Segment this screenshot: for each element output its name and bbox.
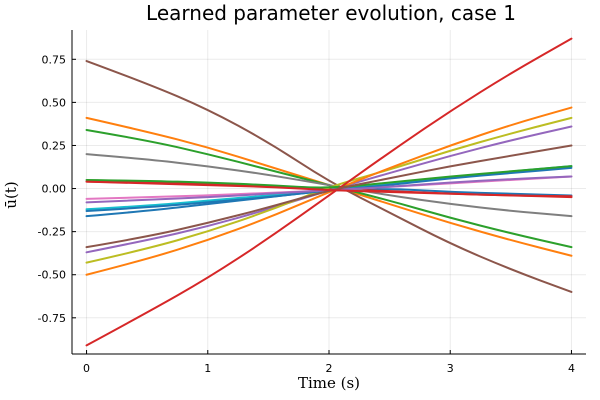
series-line-17 [85, 180, 573, 198]
series-line-14 [85, 37, 573, 347]
x-tick-label: 4 [568, 362, 575, 375]
series-line-13 [85, 165, 573, 189]
y-tick-label: -0.50 [38, 269, 66, 282]
y-tick-label: 0.75 [42, 53, 67, 66]
x-tick-label: 1 [204, 362, 211, 375]
tick-labels: 0 1 2 3 4 -0.75 -0.50 -0.25 0.00 0.25 0.50 0.75 [38, 53, 575, 375]
series-line-16 [85, 144, 573, 249]
series-lines [85, 37, 573, 347]
chart-title: Learned parameter evolution, case 1 [146, 1, 516, 25]
x-tick-label: 0 [83, 362, 90, 375]
x-axis-label: Time (s) [298, 374, 360, 392]
x-tick-label: 3 [447, 362, 454, 375]
y-tick-label: -0.25 [38, 226, 66, 239]
series-line-6 [85, 60, 573, 293]
y-axis-label: ū(t) [2, 181, 20, 208]
x-tick-label: 2 [326, 362, 333, 375]
y-tick-label: 0.50 [42, 96, 67, 109]
y-tick-label: 0.00 [42, 183, 67, 196]
axes [71, 30, 586, 355]
y-tick-label: 0.25 [42, 139, 67, 152]
series-line-8 [85, 153, 573, 218]
y-tick-label: -0.75 [38, 312, 66, 325]
series-line-12 [85, 106, 573, 276]
